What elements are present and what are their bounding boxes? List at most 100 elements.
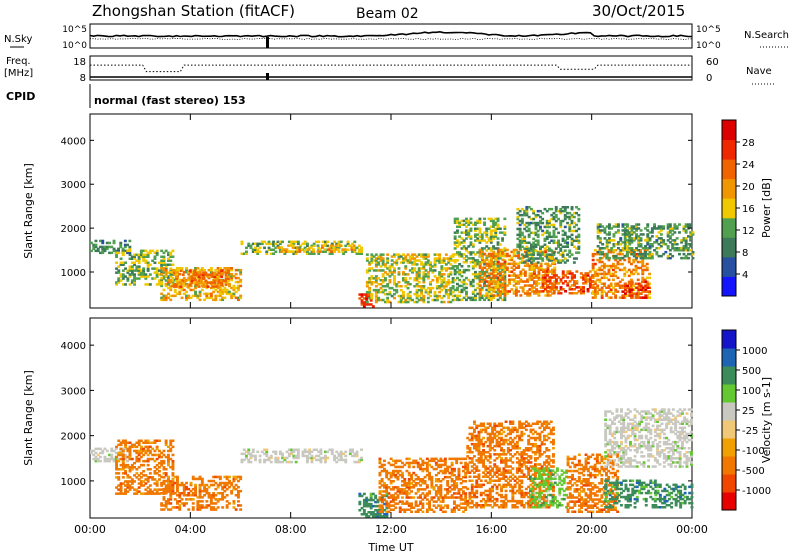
heatmap-cell-0-11 [575, 280, 579, 283]
heatmap-cell-0-7 [431, 286, 435, 290]
heatmap-cell-1-2 [212, 506, 216, 509]
heatmap-cell-1-1 [124, 445, 127, 449]
heatmap-cell-1-5 [459, 502, 463, 505]
heatmap-cell-0-7 [417, 269, 421, 272]
heatmap-cell-0-2 [225, 290, 229, 294]
heatmap-cell-0-1 [115, 253, 118, 257]
heatmap-cell-1-5 [387, 492, 391, 495]
heatmap-cell-1-5 [457, 478, 461, 481]
heatmap-cell-0-10 [525, 225, 529, 229]
heatmap-cell-0-8 [476, 251, 480, 254]
heatmap-cell-0-3 [204, 279, 208, 282]
heatmap-cell-1-5 [387, 502, 391, 505]
heatmap-cell-1-1 [146, 447, 150, 451]
heatmap-cell-1-2 [239, 508, 243, 511]
heatmap-cell-0-10 [570, 206, 574, 209]
heatmap-cell-0-12 [614, 249, 618, 252]
heatmap-cell-0-4 [306, 252, 309, 255]
heatmap-cell-0-2 [171, 294, 175, 298]
heatmap-cell-0-5 [318, 248, 322, 251]
heatmap-cell-0-7 [377, 255, 381, 258]
heatmap-cell-0-9 [499, 254, 502, 258]
heatmap-cell-1-5 [401, 496, 404, 499]
heatmap-cell-0-3 [206, 281, 210, 284]
heatmap-cell-0-13 [630, 294, 634, 297]
heatmap-cell-0-7 [372, 259, 376, 262]
heatmap-cell-0-7 [381, 263, 385, 266]
heatmap-cell-0-12 [607, 290, 611, 293]
heatmap-cell-0-7 [440, 281, 444, 284]
heatmap-cell-0-14 [648, 243, 652, 246]
heatmap-cell-0-2 [176, 268, 179, 272]
heatmap-cell-0-7 [386, 283, 390, 286]
heatmap-cell-0-9 [487, 280, 491, 283]
heatmap-cell-0-7 [379, 255, 383, 258]
heatmap-cell-0-9 [535, 290, 539, 293]
heatmap-cell-0-11 [564, 274, 567, 277]
heatmap-cell-1-0 [90, 449, 93, 453]
heatmap-cell-0-3 [206, 285, 210, 288]
heatmap-cell-0-7 [415, 285, 419, 288]
heatmap-cell-0-14 [673, 223, 677, 226]
heatmap-cell-0-11 [586, 290, 590, 293]
heatmap-cell-0-4 [245, 252, 248, 255]
heatmap-cell-1-2 [223, 485, 227, 489]
heatmap-cell-0-2 [232, 274, 236, 278]
heatmap-cell-1-5 [396, 502, 400, 505]
heatmap-cell-1-2 [223, 475, 227, 479]
heatmap-cell-0-3 [193, 277, 196, 280]
heatmap-cell-0-7 [451, 294, 455, 298]
heatmap-cell-1-5 [430, 486, 434, 489]
heatmap-cell-0-7 [368, 269, 372, 272]
heatmap-cell-1-2 [216, 506, 220, 509]
heatmap-cell-1-6 [482, 475, 485, 478]
heatmap-cell-1-5 [439, 492, 443, 495]
heatmap-cell-0-7 [426, 255, 430, 258]
heatmap-cell-1-3 [319, 460, 323, 464]
heatmap-cell-0-10 [552, 253, 556, 256]
heatmap-cell-0-1 [160, 271, 164, 274]
heatmap-cell-1-5 [398, 490, 402, 493]
heatmap-cell-0-9 [494, 284, 498, 287]
heatmap-cell-0-4 [267, 240, 271, 244]
heatmap-cell-0-8 [469, 217, 473, 221]
heatmap-cell-0-14 [614, 231, 618, 234]
heatmap-cell-0-10 [570, 233, 574, 237]
heatmap-cell-1-2 [230, 492, 234, 495]
heatmap-cell-1-5 [419, 500, 422, 503]
heatmap-cell-0-3 [204, 281, 208, 284]
heatmap-cell-1-5 [380, 510, 384, 513]
heatmap-cell-0-10 [548, 221, 551, 225]
heatmap-cell-0-8 [456, 265, 459, 268]
heatmap-cell-1-5 [455, 484, 459, 487]
heatmap-cell-0-14 [666, 247, 670, 250]
heatmap-cell-0-14 [668, 252, 672, 256]
heatmap-cell-0-12 [600, 286, 604, 289]
heatmap-cell-0-14 [635, 225, 638, 228]
colorbar-swatch [722, 256, 736, 277]
heatmap-cell-0-12 [641, 278, 645, 282]
heatmap-cell-0-12 [598, 280, 602, 284]
heatmap-cell-1-6 [470, 438, 474, 442]
heatmap-cell-1-4 [367, 504, 371, 508]
heatmap-cell-0-10 [577, 235, 581, 239]
heatmap-cell-0-12 [593, 262, 597, 266]
heatmap-cell-0-11 [584, 280, 588, 283]
heatmap-cell-0-4 [283, 252, 287, 255]
heatmap-cell-1-5 [439, 490, 443, 493]
heatmap-cell-0-12 [645, 280, 649, 284]
heatmap-cell-0-8 [498, 227, 502, 230]
heatmap-cell-0-8 [469, 241, 473, 244]
heatmap-cell-0-2 [228, 272, 231, 276]
heatmap-cell-0-8 [485, 288, 489, 292]
heatmap-cell-0-10 [545, 219, 549, 223]
heatmap-cell-1-5 [394, 486, 398, 489]
heatmap-cell-0-7 [386, 296, 390, 300]
heatmap-cell-0-9 [542, 268, 545, 271]
heatmap-cell-0-1 [169, 251, 173, 255]
heatmap-cell-0-12 [616, 290, 620, 293]
heatmap-cell-1-1 [137, 449, 141, 453]
heatmap-cell-1-5 [446, 469, 450, 473]
heatmap-cell-0-11 [561, 272, 565, 275]
heatmap-cell-0-8 [483, 221, 486, 224]
